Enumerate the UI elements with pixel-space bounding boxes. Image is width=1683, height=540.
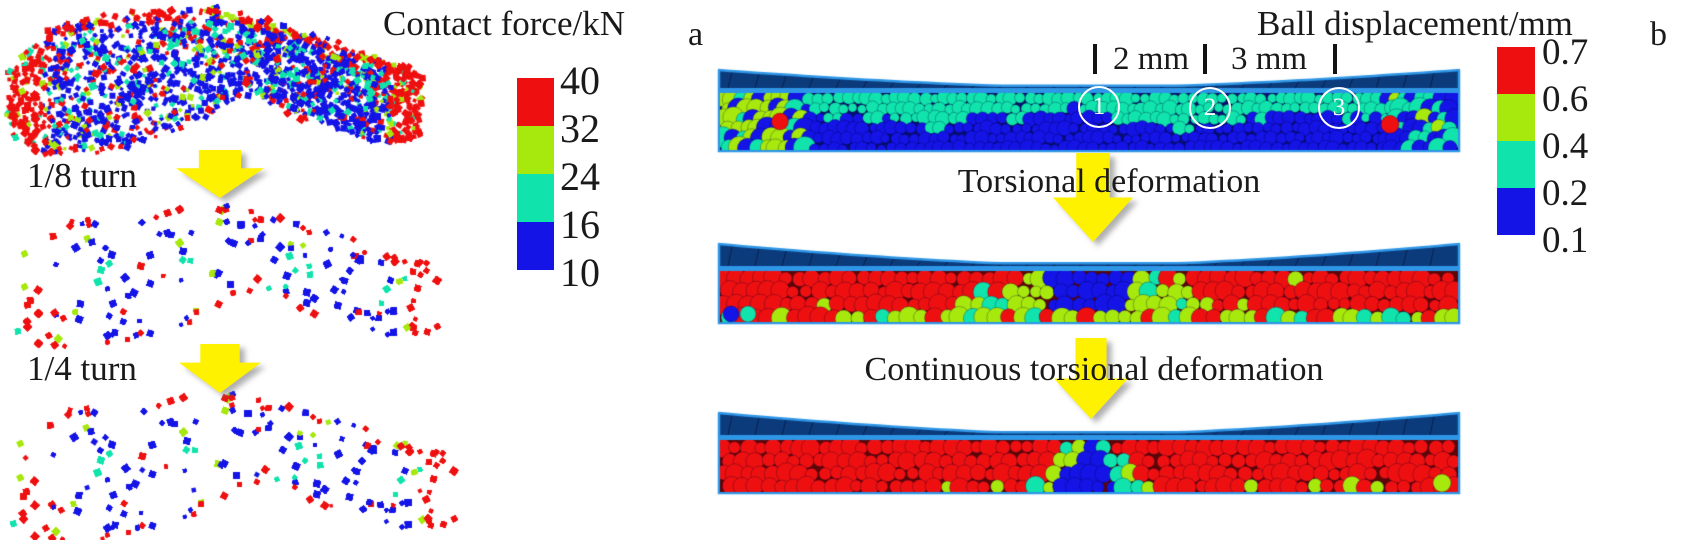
- colorbar-segment-green: [517, 126, 554, 174]
- colorbar-tick-0-4: 0.4: [1542, 126, 1589, 167]
- colorbar-segment-teal: [517, 174, 554, 222]
- colorbar-tick-0-6: 0.6: [1542, 79, 1589, 120]
- scale-tick-1: [1093, 44, 1097, 74]
- turn-arrow-1-icon: [176, 150, 264, 198]
- colorbar-tick-0-1: 0.1: [1542, 220, 1589, 261]
- colorbar-title-contact-force: Contact force/kN: [383, 4, 625, 43]
- dimension-label-2mm: 2 mm: [1112, 41, 1190, 77]
- dimension-label-3mm: 3 mm: [1230, 41, 1308, 77]
- step-label-eighth-turn: 1/8 turn: [27, 156, 137, 195]
- colorbar-segment-blue: [1497, 188, 1535, 235]
- region-marker-1: 1: [1078, 86, 1120, 128]
- ball-displacement-colorbar: [1497, 47, 1535, 235]
- displacement-band-continuous-torsional: [718, 413, 1460, 494]
- process-label-continuous-torsional-deformation: Continuous torsional deformation: [864, 351, 1324, 388]
- colorbar-segment-red: [1497, 47, 1535, 94]
- colorbar-tick-0-2: 0.2: [1542, 173, 1589, 214]
- colorbar-title-ball-displacement: Ball displacement/mm: [1257, 4, 1573, 43]
- region-marker-2: 2: [1189, 87, 1231, 129]
- region-marker-2-number: 2: [1203, 94, 1217, 121]
- contact-force-colorbar: [517, 78, 554, 270]
- colorbar-tick-40: 40: [560, 58, 600, 103]
- panel-label-a: a: [688, 16, 704, 53]
- colorbar-segment-blue: [517, 222, 554, 270]
- contact-force-assembly-quarter-turn: [5, 393, 457, 540]
- colorbar-tick-10: 10: [560, 250, 600, 295]
- process-label-torsional-deformation: Torsional deformation: [957, 163, 1261, 200]
- contact-force-assembly-eighth-turn: [10, 205, 440, 347]
- down-arrow-icon: [1053, 153, 1133, 242]
- colorbar-segment-teal: [1497, 141, 1535, 188]
- displacement-band-torsional: [718, 244, 1460, 324]
- scale-tick-3: [1333, 44, 1337, 74]
- region-marker-3-number: 3: [1332, 94, 1346, 121]
- colorbar-segment-red: [517, 78, 554, 126]
- step-label-quarter-turn: 1/4 turn: [27, 349, 137, 388]
- colorbar-tick-32: 32: [560, 106, 600, 151]
- contact-force-assembly-initial: [8, 6, 422, 156]
- panel-label-b: b: [1650, 16, 1667, 53]
- colorbar-tick-16: 16: [560, 202, 600, 247]
- colorbar-segment-green: [1497, 94, 1535, 141]
- scale-tick-2: [1203, 44, 1207, 74]
- down-arrow-icon: [1054, 338, 1128, 419]
- colorbar-tick-0-7: 0.7: [1542, 32, 1589, 73]
- down-arrow-icon: [179, 344, 261, 393]
- region-marker-1-number: 1: [1092, 93, 1106, 120]
- turn-arrow-2-icon: [179, 344, 261, 393]
- continuous-torsional-deformation-arrow-icon: [1054, 338, 1128, 419]
- down-arrow-icon: [176, 150, 264, 198]
- region-marker-3: 3: [1318, 87, 1360, 129]
- colorbar-tick-24: 24: [560, 154, 600, 199]
- torsional-deformation-arrow-icon: [1053, 153, 1133, 242]
